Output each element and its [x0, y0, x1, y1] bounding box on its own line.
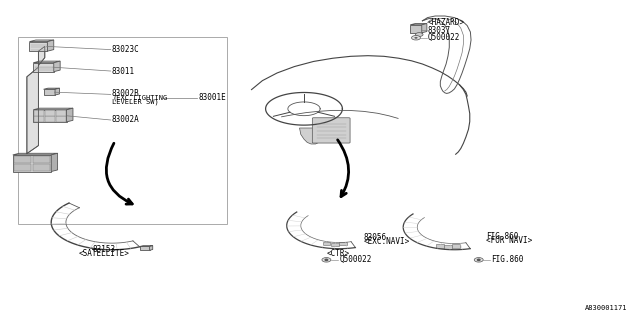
Polygon shape	[422, 23, 427, 33]
Text: Q500022: Q500022	[339, 255, 372, 264]
Bar	[34, 110, 44, 116]
Bar	[323, 242, 330, 245]
Bar	[444, 245, 452, 249]
Text: <EXC.NAVI>: <EXC.NAVI>	[364, 237, 410, 246]
Bar	[14, 164, 31, 171]
Text: 83037: 83037	[428, 26, 451, 35]
Bar	[33, 164, 50, 171]
Text: FIG.860: FIG.860	[486, 232, 519, 241]
Text: 83002B: 83002B	[112, 89, 140, 98]
Text: FIG.860: FIG.860	[491, 255, 524, 264]
Bar	[410, 25, 422, 33]
Circle shape	[474, 258, 483, 262]
Bar	[339, 242, 347, 245]
Polygon shape	[150, 246, 153, 250]
Bar	[331, 243, 339, 246]
Bar	[56, 116, 66, 122]
Circle shape	[412, 36, 420, 40]
Bar	[18, 37, 227, 224]
Text: A830001171: A830001171	[585, 305, 627, 311]
Text: <HAZARD>: <HAZARD>	[428, 18, 465, 27]
Circle shape	[322, 258, 331, 262]
Text: <FOR NAVI>: <FOR NAVI>	[486, 236, 532, 245]
Text: (EXC.LIGHTING: (EXC.LIGHTING	[112, 95, 167, 101]
Bar	[33, 156, 50, 163]
Bar	[14, 156, 31, 163]
Polygon shape	[33, 61, 60, 63]
Polygon shape	[47, 40, 54, 51]
Text: 83056: 83056	[364, 233, 387, 242]
Polygon shape	[51, 153, 58, 172]
Polygon shape	[55, 88, 60, 95]
Text: <SATELLITE>: <SATELLITE>	[78, 249, 129, 258]
Bar	[34, 116, 44, 122]
Circle shape	[415, 33, 423, 36]
Polygon shape	[29, 40, 54, 42]
Bar	[33, 63, 54, 72]
Bar	[33, 110, 67, 122]
Polygon shape	[27, 46, 45, 154]
Polygon shape	[13, 153, 58, 155]
Bar	[452, 244, 460, 248]
Bar	[56, 110, 66, 116]
Text: 83023C: 83023C	[112, 45, 140, 54]
Circle shape	[415, 37, 417, 38]
Bar	[45, 116, 55, 122]
Bar	[436, 244, 444, 248]
Circle shape	[477, 259, 480, 260]
Bar	[44, 89, 55, 95]
Polygon shape	[67, 108, 73, 122]
Text: <CTR>: <CTR>	[326, 249, 349, 258]
Bar	[45, 110, 55, 116]
Text: 83011: 83011	[112, 67, 135, 76]
Text: 83153: 83153	[92, 245, 115, 254]
FancyBboxPatch shape	[312, 118, 350, 143]
Bar	[140, 246, 150, 250]
Bar	[29, 42, 47, 51]
Text: 83001E: 83001E	[198, 93, 226, 102]
Text: LEVELER SW): LEVELER SW)	[112, 99, 159, 105]
Circle shape	[325, 259, 328, 260]
Polygon shape	[300, 128, 325, 144]
Polygon shape	[44, 88, 60, 89]
Text: 83002A: 83002A	[112, 116, 140, 124]
Polygon shape	[54, 61, 60, 72]
Polygon shape	[410, 23, 427, 25]
Bar	[13, 155, 51, 172]
Polygon shape	[33, 108, 73, 110]
Text: Q500022: Q500022	[428, 33, 460, 42]
